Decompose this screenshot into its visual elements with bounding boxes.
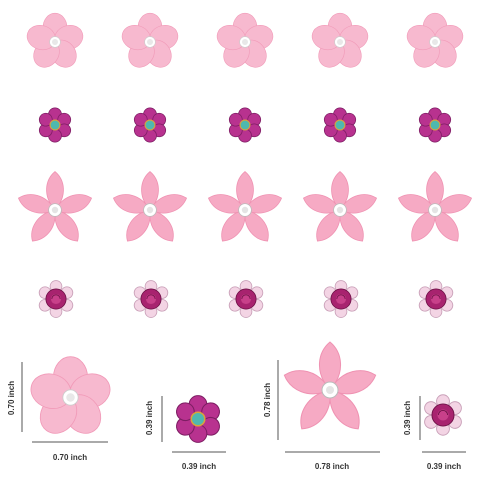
width-label: 0.39 inch (182, 462, 216, 471)
height-label: 0.70 inch (7, 381, 16, 415)
width-label: 0.39 inch (427, 462, 461, 471)
rose-flower-row (36, 280, 456, 318)
width-label: 0.70 inch (53, 453, 87, 462)
heart-flower-row (25, 12, 465, 72)
height-label: 0.39 inch (145, 401, 154, 435)
height-label: 0.39 inch (403, 401, 412, 435)
width-label: 0.78 inch (315, 462, 349, 471)
dimension-lines (21, 360, 466, 453)
gem-flower-row (36, 107, 454, 143)
height-label: 0.78 inch (263, 383, 272, 417)
size-samples (28, 341, 465, 444)
star-flower-row (15, 171, 475, 247)
